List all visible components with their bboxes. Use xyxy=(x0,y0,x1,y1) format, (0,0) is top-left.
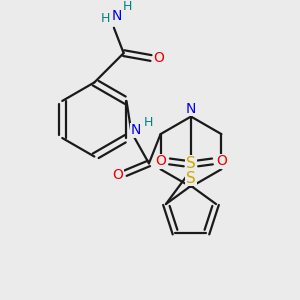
Text: O: O xyxy=(153,51,164,65)
Text: O: O xyxy=(216,154,227,168)
Text: O: O xyxy=(112,168,123,182)
Text: S: S xyxy=(186,156,196,171)
Text: S: S xyxy=(186,170,196,185)
Text: N: N xyxy=(112,9,122,23)
Text: O: O xyxy=(155,154,166,168)
Text: N: N xyxy=(186,102,196,116)
Text: H: H xyxy=(144,116,154,129)
Text: H: H xyxy=(123,0,132,13)
Text: H: H xyxy=(100,13,110,26)
Text: N: N xyxy=(131,123,141,137)
